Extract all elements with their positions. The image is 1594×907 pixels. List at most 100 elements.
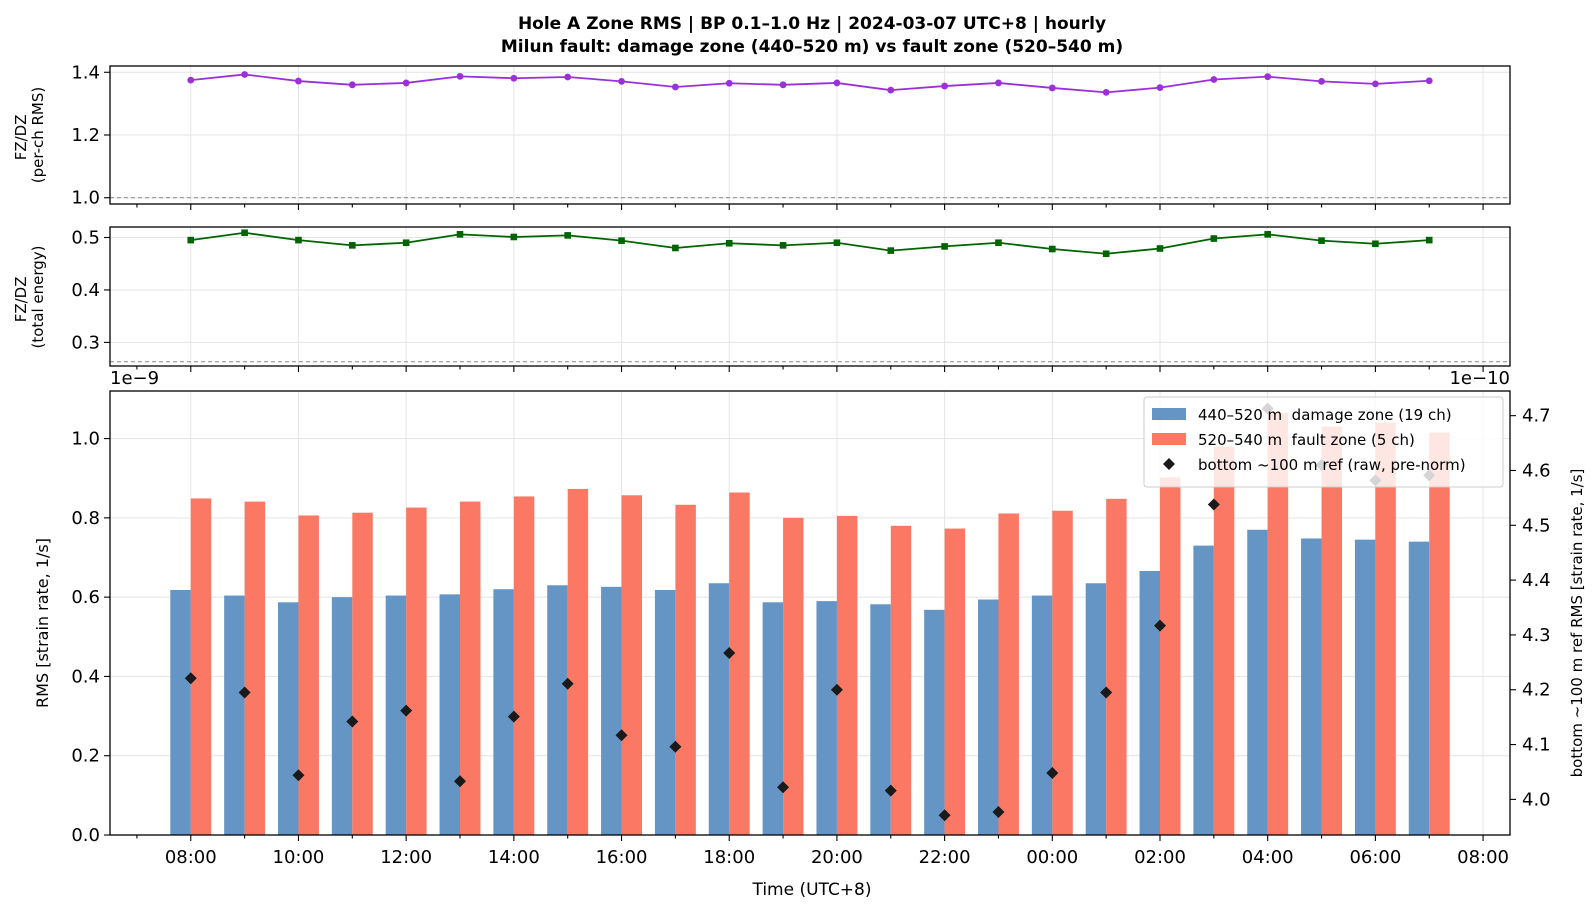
y-right-tick-label: 4.3 [1522, 625, 1551, 646]
damage-zone-bar [385, 595, 407, 835]
ratio-per-ch-point [671, 83, 679, 91]
damage-zone-bar [1301, 538, 1322, 835]
y-tick-label: 1.0 [71, 188, 100, 209]
damage-zone-bar [1139, 570, 1160, 835]
x-tick-label: 10:00 [273, 847, 325, 868]
ratio-per-ch-point [725, 79, 733, 87]
legend-swatch-damage-zone [1152, 408, 1186, 420]
x-tick-label: 20:00 [811, 847, 863, 868]
ratio-total-energy-line [190, 231, 1430, 255]
bottom-panel-xticks: 08:00 10:00 12:00 14:00 16:00 18:00 20:00 22:00… [136, 835, 1509, 868]
middle-panel-frame [109, 226, 1511, 367]
middle-panel-xticks [136, 366, 1484, 372]
y-tick-label: 1.0 [71, 429, 100, 450]
ratio-per-ch-point [1156, 84, 1164, 92]
damage-zone-bar [762, 602, 784, 835]
legend: 440–520 m damage zone (19 ch) 520–540 m … [1143, 396, 1504, 488]
bottom-ref-point [507, 710, 520, 723]
x-axis-label: Time (UTC+8) [751, 880, 871, 900]
x-tick-label: 18:00 [703, 847, 755, 868]
y-tick-label: 0.5 [71, 227, 100, 248]
ratio-per-ch-point [941, 82, 949, 90]
ratio-per-ch-point [887, 86, 895, 94]
damage-zone-bar [1354, 539, 1376, 835]
bottom-ref-point [1100, 686, 1113, 699]
damage-zone-bar [816, 601, 837, 835]
fault-zone-bar [675, 504, 696, 835]
fault-zone-bar [1321, 426, 1342, 835]
x-tick-label: 22:00 [919, 847, 971, 868]
y-right-tick-label: 4.2 [1522, 680, 1551, 701]
x-tick-label: 08:00 [1457, 847, 1509, 868]
y-tick-label: 1.4 [71, 62, 100, 83]
fault-zone-bar [1052, 510, 1073, 835]
bottom-ref-point [1154, 619, 1166, 632]
bottom-ref-point [1046, 767, 1059, 780]
fault-zone-bar [1106, 498, 1127, 835]
ratio-total-energy-point [1049, 245, 1056, 253]
damage-zone-bar [1193, 545, 1214, 835]
chart-title-line1: Hole A Zone RMS | BP 0.1–1.0 Hz | 2024-0… [518, 14, 1106, 34]
bottom-ref-point [723, 647, 736, 660]
ratio-total-energy-point [456, 231, 464, 238]
bottom-panel-ylabel: RMS [strain rate, 1/s] [33, 538, 52, 708]
ratio-per-ch-point [295, 77, 302, 85]
ratio-total-energy-point [295, 236, 302, 244]
x-tick-label: 14:00 [488, 847, 540, 868]
fault-zone-bar [998, 513, 1019, 835]
fault-zone-bar [460, 501, 481, 835]
legend-marker-bottom-ref [1163, 458, 1175, 470]
top-panel-series [187, 71, 1433, 96]
ratio-per-ch-line [190, 73, 1430, 94]
y-right-tick-label: 4.0 [1522, 789, 1551, 810]
fault-zone-bar [1267, 412, 1289, 835]
fault-zone-bar [298, 515, 319, 835]
damage-zone-bar [1031, 595, 1053, 835]
ratio-per-ch-point [1371, 80, 1379, 88]
top-panel: 1.0 1.2 1.4 FZ/DZ (per-ch RMS) [12, 62, 1511, 210]
bottom-ref-point [777, 781, 790, 794]
fault-zone-bar [513, 496, 535, 835]
bottom-ref-point [938, 809, 951, 822]
bottom-panel-offset-left: 1e−9 [110, 368, 159, 389]
bottom-ref-point [1207, 498, 1220, 511]
ratio-total-energy-point [187, 236, 195, 244]
ratio-total-energy-point [510, 233, 518, 241]
ratio-per-ch-point [618, 77, 625, 85]
y-tick-label: 0.4 [71, 666, 100, 687]
ratio-total-energy-point [1264, 231, 1271, 238]
ratio-total-energy-point [1156, 245, 1164, 252]
bottom-panel-yticks: 0.0 0.2 0.4 0.6 0.8 1.0 [71, 429, 110, 846]
damage-zone-bar [331, 597, 353, 835]
top-panel-grid [110, 66, 1510, 204]
ratio-per-ch-point [1264, 73, 1272, 81]
damage-zone-bar [224, 595, 245, 835]
ratio-per-ch-point [456, 72, 464, 80]
fault-zone-bar [244, 501, 266, 835]
ratio-per-ch-point [833, 79, 841, 87]
x-tick-label: 16:00 [596, 847, 648, 868]
bottom-panel: 0.0 0.2 0.4 0.6 0.8 1.0 4.0 4.1 4.2 4.3 4.4 4.5 4.6… [33, 368, 1586, 900]
ratio-total-energy-point [833, 239, 841, 247]
bottom-panel-frame [109, 390, 1511, 836]
bottom-ref-point [561, 677, 574, 690]
top-panel-xticks [136, 204, 1484, 210]
x-tick-label: 06:00 [1349, 847, 1401, 868]
ratio-per-ch-point [779, 81, 787, 89]
fault-zone-bar [406, 507, 427, 835]
bottom-ref-point [184, 672, 197, 685]
bottom-ref-point [884, 784, 897, 797]
y-tick-label: 1.2 [71, 125, 100, 146]
damage-zone-bar [493, 589, 514, 835]
legend-label-damage-zone: 440–520 m damage zone (19 ch) [1198, 406, 1452, 424]
ratio-total-energy-point [1372, 240, 1379, 248]
ratio-per-ch-point [187, 76, 195, 84]
middle-panel-ylabel: FZ/DZ (total energy) [12, 245, 47, 348]
legend-box [1143, 396, 1504, 488]
y-tick-label: 0.8 [71, 508, 100, 529]
ratio-per-ch-point [510, 74, 518, 82]
bottom-panel-bars [170, 412, 1450, 835]
y-right-tick-label: 4.5 [1522, 515, 1551, 536]
fault-zone-bar [836, 515, 858, 835]
